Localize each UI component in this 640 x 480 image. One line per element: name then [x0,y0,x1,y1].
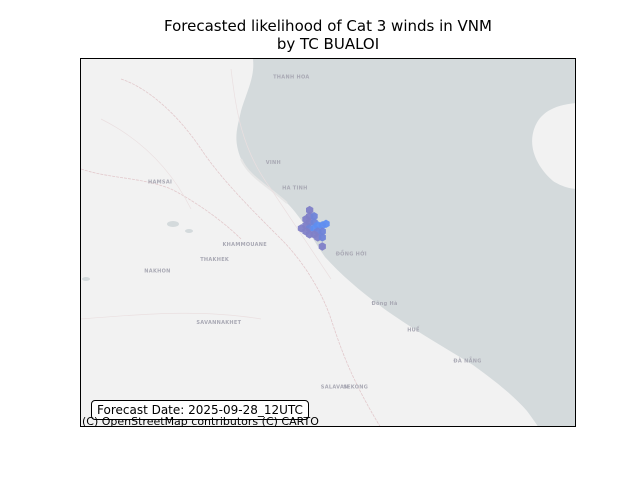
likelihood-hex [306,205,314,215]
likelihood-hex [322,219,330,228]
place-label: Đông Hà [372,300,398,307]
place-label: SALAVAN [321,385,349,391]
place-label: KHAMMOUANE [223,242,268,248]
place-label: ĐỒNG HỚI [336,249,367,258]
place-label: SAVANNAKHET [196,320,241,326]
likelihood-hex [302,215,310,224]
place-label: HAMSAI [148,180,172,186]
forecast-date-label: Forecast Date: 2025-09-28_12UTC [91,400,309,420]
lakes [82,221,193,281]
place-label: NAKHON [144,268,170,274]
place-label: THAKHEK [200,257,230,263]
roads [81,68,332,320]
place-label: THANH HOA [273,75,309,81]
map-attribution: (C) OpenStreetMap contributors (C) CARTO [82,415,319,428]
likelihood-hex [318,227,326,236]
likelihood-hex [310,212,318,221]
map-frame[interactable]: THANH HOA VINH HA TINH HAMSAI KHAMMOUANE THAK… [80,58,576,427]
basemap: THANH HOA VINH HA TINH HAMSAI KHAMMOUANE THAK… [81,59,575,426]
mainland [81,59,538,426]
place-label: ĐÀ NẴNG [453,357,481,365]
likelihood-hex [318,242,326,251]
place-label: HUẾ [407,326,420,334]
place-label: SEKONG [343,385,368,391]
place-label: VINH [266,160,281,166]
gulf-coast-shading [240,158,288,204]
likelihood-hex [318,233,326,242]
place-label: HA TINH [282,186,308,192]
hainan-island [532,103,575,189]
borders [81,78,381,426]
map-subtitle: by TC BUALOI [276,35,380,53]
map-title: Forecasted likelihood of Cat 3 winds in … [164,17,492,35]
cat3-likelihood-hexes [297,205,330,251]
